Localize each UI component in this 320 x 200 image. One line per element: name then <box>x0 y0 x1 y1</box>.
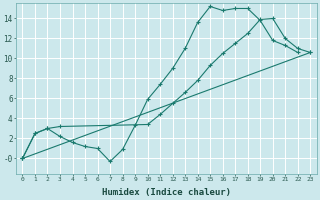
X-axis label: Humidex (Indice chaleur): Humidex (Indice chaleur) <box>102 188 231 197</box>
